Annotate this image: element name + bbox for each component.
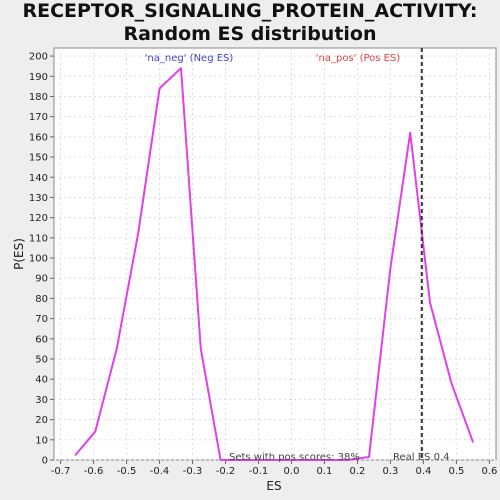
es-data-point xyxy=(303,459,306,461)
y-tick-label: 60 xyxy=(35,334,48,345)
y-tick-label: 200 xyxy=(29,52,48,63)
x-tick-label: -0.1 xyxy=(249,466,269,477)
es-data-point xyxy=(158,87,161,90)
x-tick-label: 0.2 xyxy=(350,466,366,477)
es-distribution-line xyxy=(74,67,474,461)
sets-pos-scores-label: Sets with pos scores: 38% xyxy=(229,452,360,463)
es-data-point xyxy=(346,459,349,461)
es-data-point xyxy=(137,233,139,235)
pos-es-label: 'na_pos' (Pos ES) xyxy=(316,53,401,64)
y-axis-label: P(ES) xyxy=(12,238,26,270)
y-tick-label: 20 xyxy=(35,415,48,426)
x-tick-label: -0.2 xyxy=(216,466,236,477)
x-tick-label: 0.4 xyxy=(415,466,431,477)
es-data-point xyxy=(219,459,222,461)
x-tick-label: 0.6 xyxy=(481,466,497,477)
es-data-point xyxy=(261,459,263,461)
es-data-point xyxy=(180,67,182,69)
series-layer xyxy=(74,48,474,461)
plot-area xyxy=(53,47,497,461)
real-es-label: Real ES 0.4 xyxy=(393,452,449,463)
y-tick-label: 170 xyxy=(29,112,48,123)
y-tick-label: 70 xyxy=(35,314,48,325)
es-data-point xyxy=(241,459,243,461)
y-tick-label: 40 xyxy=(35,375,48,386)
es-data-point xyxy=(199,348,202,350)
y-tick-label: 120 xyxy=(29,213,48,224)
es-data-point xyxy=(389,267,392,269)
x-tick-label: 0.3 xyxy=(382,466,398,477)
y-tick-label: 140 xyxy=(29,173,48,184)
x-tick-label: 0.5 xyxy=(448,466,464,477)
x-tick-label: -0.5 xyxy=(117,466,137,477)
y-tick-label: 110 xyxy=(29,233,48,244)
x-tick-label: -0.4 xyxy=(150,466,170,477)
neg-es-label: 'na_neg' (Neg ES) xyxy=(145,53,234,64)
es-data-point xyxy=(409,132,412,134)
axes: 0 10 20 30 40 50 60 70 80 90 100 110 120 130 140 150 160… xyxy=(29,52,497,477)
x-tick-label: -0.7 xyxy=(51,466,71,477)
chart-title: RECEPTOR_SIGNALING_PROTEIN_ACTIVITY: Ran… xyxy=(22,0,478,45)
y-tick-label: 90 xyxy=(35,274,48,285)
grid xyxy=(54,48,496,461)
es-data-point xyxy=(94,430,97,433)
es-data-point xyxy=(325,459,327,461)
es-data-point xyxy=(74,454,77,456)
y-tick-label: 130 xyxy=(29,193,48,204)
y-tick-label: 190 xyxy=(29,72,48,83)
y-tick-label: 80 xyxy=(35,294,48,305)
y-tick-label: 150 xyxy=(29,153,48,164)
y-tick-label: 10 xyxy=(35,435,48,446)
es-data-point xyxy=(282,459,285,461)
y-tick-label: 180 xyxy=(29,92,48,103)
es-data-point xyxy=(450,382,453,385)
x-tick-label: 0.1 xyxy=(317,466,333,477)
y-tick-label: 30 xyxy=(35,395,48,406)
y-tick-label: 160 xyxy=(29,132,48,143)
es-data-point xyxy=(429,301,431,304)
y-tick-label: 0 xyxy=(42,456,48,467)
es-data-point xyxy=(115,348,118,350)
x-axis-label: ES xyxy=(266,479,281,493)
es-data-point xyxy=(472,441,474,443)
x-tick-label: -0.3 xyxy=(183,466,203,477)
x-tick-label: -0.6 xyxy=(84,466,104,477)
y-tick-label: 100 xyxy=(29,254,48,265)
es-data-point xyxy=(368,456,370,458)
y-tick-label: 50 xyxy=(35,355,48,366)
x-tick-label: 0.0 xyxy=(284,466,300,477)
